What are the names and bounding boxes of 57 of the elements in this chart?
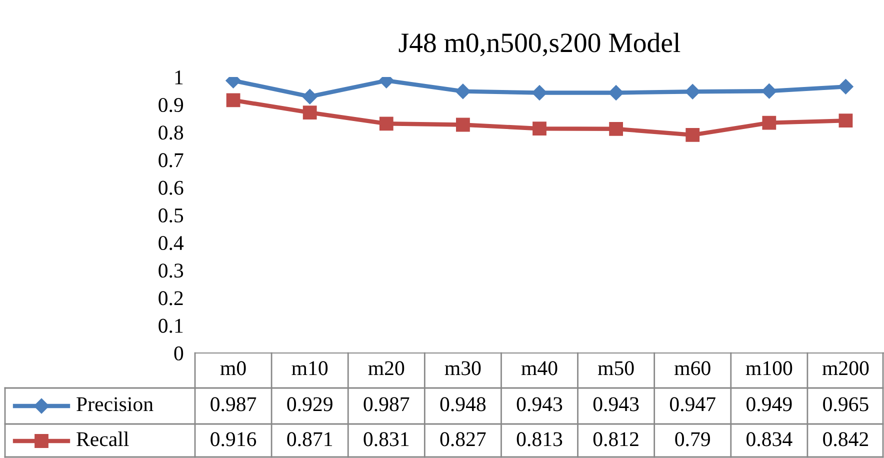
data-label: 0.834 [746, 432, 792, 446]
x-tick-label: m10 [292, 361, 328, 376]
point [302, 89, 318, 104]
data-label: 0.813 [516, 432, 562, 446]
data-label: 0.948 [440, 397, 486, 412]
point [532, 122, 546, 136]
y-tick-label: 0 [174, 346, 184, 360]
data-label: 0.987 [364, 397, 410, 412]
x-tick-label: m50 [598, 361, 634, 376]
data-label: 0.871 [287, 432, 332, 446]
data-label: 0.929 [287, 397, 332, 412]
data-label: 0.949 [746, 397, 792, 412]
data-label: 0.812 [593, 432, 638, 446]
point [762, 84, 777, 99]
x-tick-label: m200 [822, 361, 869, 376]
x-tick-label: m20 [368, 361, 404, 376]
y-tick-label: 1 [175, 70, 183, 84]
point [456, 118, 470, 132]
point [838, 79, 854, 94]
x-tick-label: m60 [674, 361, 710, 376]
point [838, 114, 853, 128]
y-tick-label: 0.2 [158, 291, 183, 306]
y-tick-label: 0.6 [158, 180, 184, 195]
point [379, 116, 394, 131]
data-label: 0.947 [670, 397, 716, 412]
point [685, 84, 700, 100]
point [609, 122, 623, 136]
y-tick-label: 0.8 [158, 126, 184, 140]
point [686, 128, 700, 142]
point [226, 93, 240, 108]
point [455, 84, 471, 99]
legend-label: Recall [76, 432, 129, 446]
data-label: 0.965 [823, 397, 868, 412]
y-tick-label: 0.9 [158, 98, 184, 112]
data-label: 0.916 [210, 432, 256, 446]
data-label: 0.831 [364, 432, 409, 446]
data-label: 0.827 [440, 432, 486, 446]
x-tick-label: m40 [521, 361, 558, 376]
point [762, 116, 776, 130]
y-tick-label: 0.5 [158, 208, 184, 223]
y-tick-label: 0.1 [158, 318, 183, 333]
x-tick-label: m0 [220, 361, 246, 376]
data-label: 0.987 [210, 397, 256, 412]
data-label: 0.79 [675, 432, 710, 446]
data-label: 0.943 [516, 397, 562, 412]
x-tick-label: m100 [746, 361, 792, 376]
chart-title: J48 m0,n500,s200 Model [398, 32, 680, 56]
y-tick-label: 0.3 [158, 264, 184, 278]
y-tick-label: 0.4 [158, 236, 184, 250]
x-tick-label: m30 [444, 361, 481, 376]
data-label: 0.842 [823, 432, 868, 446]
point [532, 85, 548, 100]
point [608, 85, 624, 100]
y-tick-label: 0.7 [158, 153, 184, 168]
legend-label: Precision [76, 397, 154, 412]
data-label: 0.943 [593, 397, 639, 412]
point [302, 106, 317, 120]
